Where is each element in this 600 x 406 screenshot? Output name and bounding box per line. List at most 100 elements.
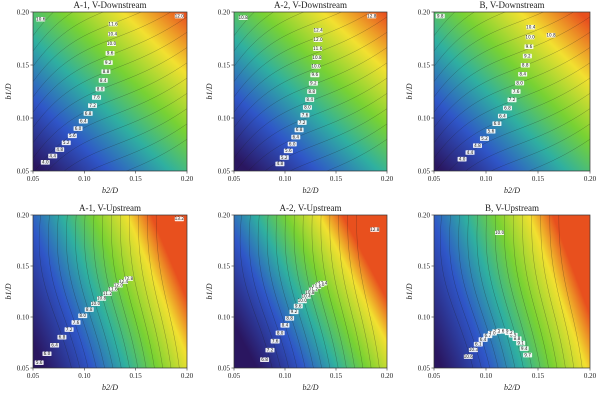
x-tick-label: 0.10 — [78, 175, 91, 183]
contour-label: 8.0 — [79, 313, 86, 318]
contour-lines — [440, 215, 583, 368]
contour-label: 4.0 — [459, 156, 466, 161]
contour-label: 6.8 — [296, 127, 303, 132]
y-tick-label: 0.10 — [218, 313, 231, 321]
contour-label: 6.7 — [484, 333, 491, 338]
contour-label: 8.8 — [86, 307, 93, 312]
y-tick-label: 0.20 — [418, 8, 431, 16]
contour-label: 11.6 — [312, 284, 322, 289]
contour-label: 5.6 — [36, 360, 43, 365]
contour-label: 6.1 — [475, 341, 482, 346]
contour-label: 10.4 — [108, 31, 118, 36]
y-tick-label: 0.05 — [17, 364, 30, 372]
contour-label: 9.6 — [295, 303, 302, 308]
contour-label: 6.8 — [261, 357, 268, 362]
y-tick-label: 0.15 — [418, 262, 431, 270]
y-tick-label: 0.05 — [418, 364, 431, 372]
panel-title: B, V-Upstream — [485, 203, 539, 213]
panel-title: A-1, V-Downstream — [74, 0, 147, 10]
x-tick-label: 0.20 — [381, 175, 394, 183]
panel-title: A-1, V-Upstream — [79, 203, 141, 213]
contour-label: 8.8 — [286, 316, 293, 321]
x-tick-label: 0.05 — [27, 175, 40, 183]
x-tick-label: 0.15 — [532, 175, 545, 183]
plot-frame — [433, 214, 591, 369]
contour-label: 8.0 — [304, 105, 311, 110]
y-tick-label: 0.10 — [218, 114, 231, 122]
contour-label: 10.4 — [526, 25, 536, 30]
contour-panel: B, V-Upstream 0.05 0.10 0.15 0.20 0.05 0.10 0.1… — [405, 203, 597, 392]
contour-label: 8.4 — [100, 78, 107, 83]
contour-label: 6.4 — [292, 134, 299, 139]
plot-frame — [233, 11, 388, 172]
contour-label: 12.8 — [367, 13, 377, 18]
panel-title: A-2, V-Upstream — [280, 203, 342, 213]
x-tick-label: 0.15 — [130, 372, 143, 380]
contour-label: 9.6 — [107, 51, 114, 56]
x-tick-label: 0.20 — [181, 372, 194, 380]
contour-label: 11.6 — [108, 21, 118, 26]
contour-label: 5.6 — [69, 133, 76, 138]
contour-label: 8.0 — [97, 86, 104, 91]
contour-label: 10.0 — [298, 298, 308, 303]
contour-label: 6.0 — [494, 121, 501, 126]
contour-label: 4.4 — [49, 153, 56, 158]
contour-label: 4.8 — [56, 147, 63, 152]
contour-label: 9.2 — [524, 53, 531, 58]
panel-title: A-2, V-Downstream — [274, 0, 347, 10]
contour-label: 10.8 — [239, 15, 249, 20]
y-tick-label: 0.10 — [418, 114, 431, 122]
contour-label: 6.4 — [499, 113, 506, 118]
contour-label: 10.8 — [305, 290, 315, 295]
y-tick-label: 0.15 — [218, 61, 231, 69]
contour-panel: A-1, V-Upstream 0.05 0.10 0.15 0.20 0.05 0.10 0… — [4, 203, 194, 392]
panel-title: B, V-Downstream — [480, 0, 545, 10]
x-tick-label: 0.05 — [27, 372, 40, 380]
contour-panel: A-2, V-Upstream 0.05 0.10 0.15 0.20 0.05 0.10 0… — [205, 203, 394, 392]
x-tick-label: 0.05 — [428, 175, 441, 183]
contour-label: 5.2 — [281, 155, 288, 160]
contour-panel: B, V-Downstream 0.05 0.10 0.15 0.20 0.05 0.10 0… — [405, 0, 597, 195]
y-axis-label: b1/D — [205, 83, 214, 99]
x-axis-label: b2/D — [504, 186, 520, 195]
contour-label: 7.6 — [93, 95, 100, 100]
y-axis-label: b1/D — [405, 83, 414, 99]
y-axis-label: b1/D — [405, 283, 414, 299]
contour-label: 7.6 — [272, 339, 279, 344]
contour-label: 6.8 — [85, 111, 92, 116]
contour-label: 5.2 — [481, 136, 488, 141]
contour-label: 8.8 — [522, 63, 529, 68]
contour-label: 5.6 — [285, 148, 292, 153]
contour-label: 8.0 — [277, 330, 284, 335]
contour-label: 10.8 — [97, 296, 107, 301]
y-tick-label: 0.05 — [218, 167, 231, 175]
plot-frame — [32, 214, 188, 369]
x-axis-label: b2/D — [504, 383, 520, 392]
contour-label: 8.8 — [308, 89, 315, 94]
contour-label: 7.2 — [66, 327, 73, 332]
x-tick-label: 0.20 — [181, 175, 194, 183]
contour-label: 11.6 — [108, 286, 118, 291]
contour-label: 11.2 — [309, 287, 319, 292]
contour-label: 9.4 — [521, 346, 528, 351]
contour-label: 4.8 — [277, 161, 284, 166]
contour-label: 7.6 — [513, 89, 520, 94]
contour-lines — [234, 12, 387, 171]
contour-label: 7.2 — [89, 103, 96, 108]
contour-label: 5.2 — [63, 140, 70, 145]
contour-label: 8.4 — [519, 72, 526, 77]
y-tick-label: 0.10 — [17, 313, 30, 321]
contour-label: 9.8 — [437, 13, 444, 18]
y-tick-label: 0.20 — [418, 211, 431, 219]
y-axis-label: b1/D — [205, 283, 214, 299]
contour-label: 8.8 — [103, 69, 110, 74]
y-axis-label: b1/D — [4, 83, 13, 99]
contour-label: 12.4 — [313, 28, 323, 33]
contour-label: 10.3 — [469, 347, 479, 352]
contour-label: 13.2 — [175, 216, 185, 221]
x-tick-label: 0.15 — [532, 372, 545, 380]
x-tick-label: 0.15 — [330, 372, 343, 380]
contour-label: 7.0 — [489, 331, 496, 336]
y-tick-label: 0.15 — [17, 262, 30, 270]
contour-label: 10.0 — [495, 230, 505, 235]
